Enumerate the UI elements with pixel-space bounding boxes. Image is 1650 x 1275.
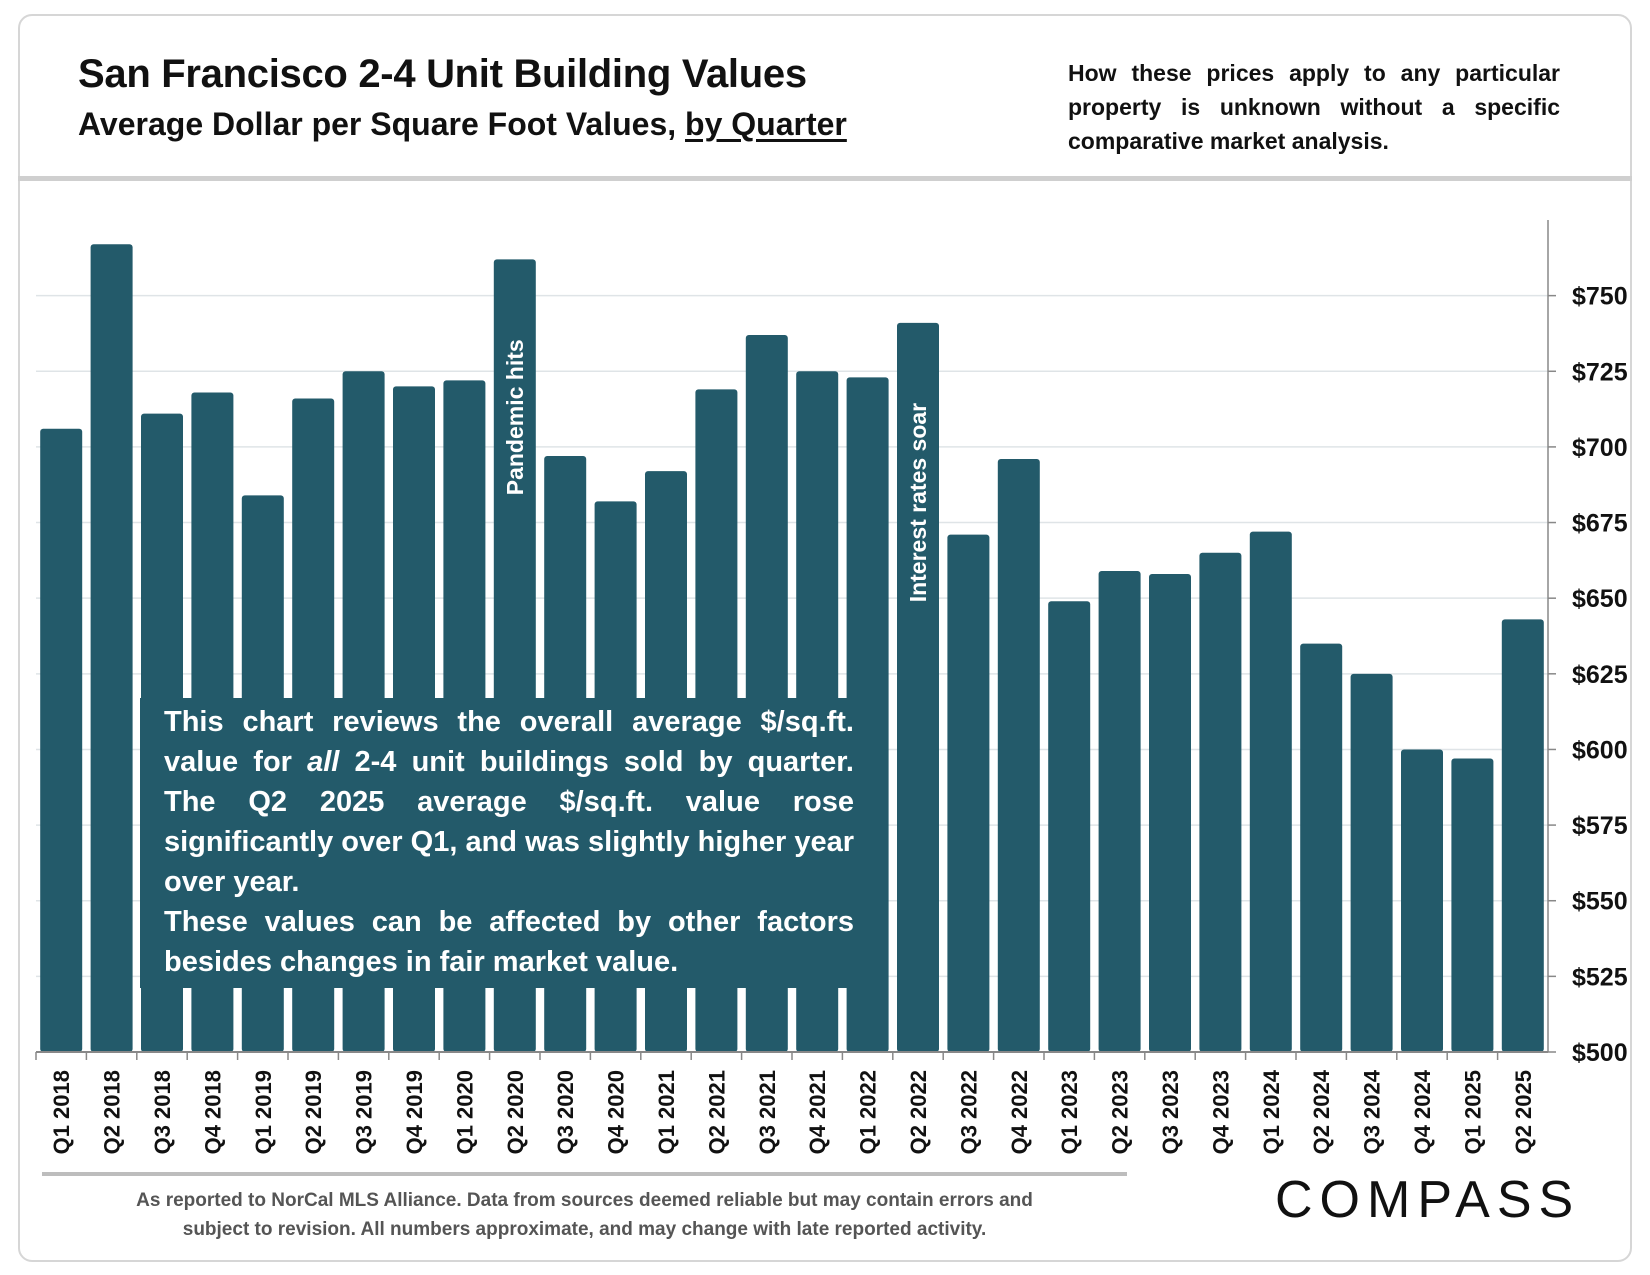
note-text: This chart reviews the overall average $…: [164, 706, 854, 778]
compass-logo: COMPASS: [1275, 1171, 1581, 1229]
x-tick-label: Q3 2024: [1360, 1069, 1385, 1154]
note-paragraph-2: These values can be affected by other fa…: [164, 906, 854, 978]
x-tick-label: Q2 2019: [301, 1070, 326, 1154]
x-tick-label: Q3 2020: [553, 1070, 578, 1154]
x-tick-label: Q2 2022: [906, 1070, 931, 1154]
x-tick-label: Q3 2018: [150, 1070, 175, 1154]
bar-chart: $500 $525 $550 $575 $600 $625 $650 $675 $700 $725…: [35, 220, 1628, 1154]
y-tick-label: $500: [1572, 1039, 1628, 1067]
bar: [1098, 570, 1141, 1052]
bar: [1501, 619, 1544, 1052]
footnote-line-2: subject to revision. All numbers approxi…: [182, 1219, 987, 1240]
footnote-line-1: As reported to NorCal MLS Alliance. Data…: [136, 1190, 1033, 1211]
bar: [947, 534, 990, 1052]
y-tick-label: $600: [1572, 736, 1628, 764]
bar-annotation: Pandemic hits: [502, 339, 528, 495]
chart-frame: [18, 14, 1632, 1262]
x-tick-label: Q4 2018: [200, 1070, 225, 1154]
x-tick-label: Q4 2020: [604, 1070, 629, 1154]
x-tick-label: Q1 2023: [1057, 1070, 1082, 1154]
disclaimer-text: How these prices apply to any particular…: [1068, 60, 1560, 154]
x-tick-label: Q2 2024: [1309, 1069, 1334, 1154]
y-tick-label: $525: [1572, 963, 1628, 991]
y-tick-label: $725: [1572, 358, 1628, 386]
y-tick-label: $750: [1572, 283, 1628, 311]
bar: [90, 244, 133, 1053]
x-tick-label: Q2 2020: [503, 1070, 528, 1154]
y-tick-label: $700: [1572, 434, 1628, 462]
chart-title: San Francisco 2-4 Unit Building Values: [78, 52, 807, 96]
footer-divider: [42, 1172, 1127, 1176]
x-tick-label: Q4 2019: [402, 1070, 427, 1154]
x-tick-label: Q3 2023: [1158, 1070, 1183, 1154]
y-tick-label: $575: [1572, 812, 1628, 840]
y-tick-label: $550: [1572, 888, 1628, 916]
x-tick-label: Q1 2020: [452, 1070, 477, 1154]
note-paragraph-1: This chart reviews the overall average $…: [164, 702, 854, 902]
bar: [1350, 673, 1393, 1052]
header-divider: [18, 176, 1632, 181]
x-tick-label: Q4 2023: [1208, 1070, 1233, 1154]
chart-note-box: This chart reviews the overall average $…: [140, 698, 868, 988]
note-text: 2-4 unit buildings sold by quarter. The …: [164, 746, 854, 898]
y-tick-label: $650: [1572, 585, 1628, 613]
bar: [997, 459, 1040, 1053]
bar: [40, 428, 83, 1053]
bar: [1249, 531, 1292, 1052]
note-italic: all: [307, 746, 340, 778]
subtitle-underlined: by Quarter: [685, 106, 847, 142]
bar: [1451, 758, 1494, 1052]
chart-subtitle: Average Dollar per Square Foot Values, b…: [78, 106, 847, 143]
x-tick-label: Q1 2022: [856, 1070, 881, 1154]
x-tick-label: Q1 2024: [1259, 1069, 1284, 1154]
bar: [1199, 552, 1242, 1052]
x-tick-label: Q1 2018: [49, 1070, 74, 1154]
x-tick-label: Q4 2024: [1410, 1069, 1435, 1154]
x-tick-label: Q3 2019: [352, 1070, 377, 1154]
x-tick-label: Q1 2021: [654, 1070, 679, 1154]
x-tick-label: Q2 2025: [1511, 1070, 1536, 1154]
bar: [1149, 573, 1191, 1052]
bar: [1300, 643, 1343, 1052]
x-tick-label: Q4 2021: [805, 1070, 830, 1154]
bar: [1048, 601, 1091, 1052]
x-tick-label: Q2 2023: [1108, 1070, 1133, 1154]
x-tick-label: Q1 2019: [251, 1070, 276, 1154]
bar-annotation: Interest rates soar: [905, 403, 931, 602]
y-tick-label: $625: [1572, 661, 1628, 689]
bar: [1401, 749, 1443, 1052]
x-tick-label: Q2 2021: [704, 1070, 729, 1154]
bar: [897, 322, 939, 1052]
x-tick-label: Q4 2022: [1007, 1070, 1032, 1154]
subtitle-text: Average Dollar per Square Foot Values,: [78, 106, 686, 142]
source-footnote: As reported to NorCal MLS Alliance. Data…: [42, 1186, 1127, 1244]
x-tick-label: Q2 2018: [100, 1070, 125, 1154]
x-tick-label: Q3 2022: [956, 1070, 981, 1154]
x-tick-label: Q1 2025: [1460, 1070, 1485, 1154]
y-tick-label: $675: [1572, 510, 1628, 538]
x-tick-label: Q3 2021: [755, 1070, 780, 1154]
